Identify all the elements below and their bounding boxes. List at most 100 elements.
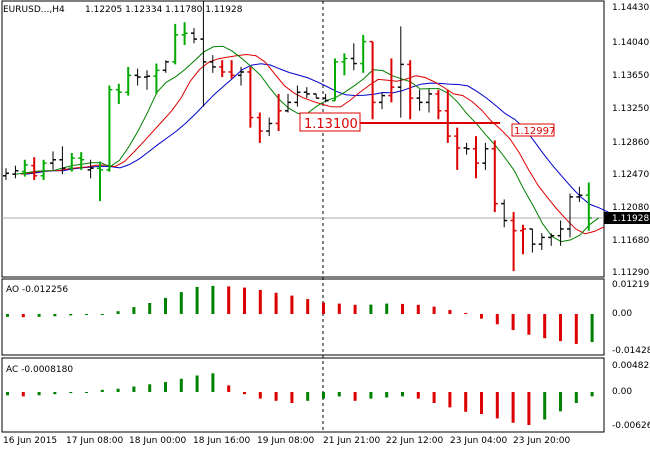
- ac-histogram: [6, 373, 594, 425]
- ac-bar: [132, 386, 136, 392]
- ac-min: -0.006267: [612, 421, 650, 431]
- level-label-box: [299, 112, 361, 132]
- ac-bar: [148, 384, 152, 392]
- chart-frame: [1, 0, 605, 433]
- ao-bar: [6, 314, 9, 317]
- time-tick: 23 Jun 20:00: [513, 436, 570, 446]
- ao-bar: [322, 302, 325, 314]
- ao-histogram: [6, 285, 594, 344]
- ac-bar: [274, 392, 278, 401]
- time-tick: 21 Jun 21:00: [323, 436, 380, 446]
- ao-bar: [480, 314, 483, 319]
- ac-label: AC -0.0008180: [6, 365, 73, 375]
- ac-bar: [416, 392, 420, 399]
- ac-bar: [385, 392, 389, 398]
- ac-bar: [100, 389, 104, 392]
- ao-bar: [527, 314, 531, 335]
- ao-bar: [511, 314, 515, 331]
- ao-zero: 0.00: [612, 309, 632, 319]
- ao-pane-border: [1, 278, 605, 356]
- ao-bar: [290, 295, 294, 314]
- ac-bar: [243, 392, 246, 395]
- ac-bar: [495, 392, 499, 419]
- ac-bar: [543, 392, 547, 420]
- time-tick: 22 Jun 12:00: [386, 436, 443, 446]
- ac-max: 0.004828: [612, 361, 650, 371]
- ac-bar: [116, 388, 120, 392]
- ao-bar: [416, 304, 420, 314]
- price-tick: 1.12470: [612, 170, 649, 180]
- ao-max: 0.012197: [612, 280, 650, 290]
- ao-bar: [227, 286, 231, 314]
- symbol-label: EURUSD...,H4: [3, 5, 65, 15]
- ac-bar: [527, 392, 531, 425]
- ac-bar: [337, 392, 341, 397]
- ao-bar: [369, 304, 373, 314]
- ac-bar: [6, 392, 9, 396]
- ao-bar: [243, 287, 246, 314]
- ao-bar: [53, 314, 57, 317]
- time-tick: 19 Jun 08:00: [257, 436, 314, 446]
- ao-bar: [432, 306, 436, 314]
- ao-bar: [37, 314, 41, 317]
- price-tick: 1.14040: [612, 38, 649, 48]
- current-price-box: [604, 212, 650, 224]
- ohlc-readout: 1.12205 1.12334 1.11780 1.11928: [85, 5, 243, 15]
- ao-bar: [559, 314, 562, 342]
- price-bars: [3, 1, 592, 272]
- ao-bar: [337, 303, 341, 314]
- ac-bar: [195, 375, 199, 392]
- ao-bar: [448, 309, 452, 314]
- ac-bar: [432, 392, 436, 403]
- ac-bar: [353, 392, 357, 401]
- ac-bar: [85, 392, 88, 393]
- main-pane-border: [1, 0, 605, 278]
- ao-bar: [306, 299, 310, 314]
- ao-bar: [574, 314, 578, 344]
- time-tick: 16 Jun 2015: [3, 436, 57, 446]
- price-tick: 1.11680: [612, 236, 649, 246]
- time-tick: 18 Jun 00:00: [129, 436, 186, 446]
- price-tick: 1.12860: [612, 138, 649, 148]
- ao-bar: [85, 314, 88, 315]
- time-tick: 18 Jun 16:00: [193, 436, 250, 446]
- ao-bar: [116, 311, 120, 314]
- ao-min: -0.014289: [612, 346, 650, 356]
- ac-zero: 0.00: [612, 387, 632, 397]
- ac-bar: [322, 392, 325, 399]
- price-tick: 1.12080: [612, 203, 649, 213]
- ac-bar: [69, 392, 73, 394]
- ac-bar: [369, 392, 373, 399]
- ao-bar: [21, 314, 25, 318]
- ac-bar: [511, 392, 515, 423]
- ao-bar: [353, 304, 357, 314]
- ao-bar: [211, 285, 215, 314]
- ao-bar: [258, 289, 262, 315]
- time-axis: 16 Jun 2015 17 Jun 08:00 18 Jun 00:00 18…: [3, 436, 570, 446]
- ao-bar: [495, 314, 499, 325]
- ma-blue: [25, 63, 610, 213]
- level-label-left: 1.13100: [304, 117, 358, 132]
- ac-bar: [179, 378, 183, 392]
- price-tick: 1.13650: [612, 71, 649, 81]
- ao-bar: [590, 314, 594, 343]
- ac-bar: [290, 392, 294, 403]
- ac-bar: [401, 392, 404, 397]
- ao-bar: [148, 303, 152, 314]
- ac-bar: [37, 392, 41, 396]
- ao-bar: [195, 286, 199, 314]
- time-tick: 23 Jun 04:00: [450, 436, 507, 446]
- ac-bar: [258, 392, 262, 399]
- ao-bar: [69, 314, 73, 316]
- ac-bar: [53, 392, 57, 395]
- ao-bar: [100, 314, 104, 315]
- ao-label: AO -0.012256: [6, 285, 68, 295]
- level-label-right-box: [511, 123, 555, 137]
- ma-green: [15, 45, 600, 243]
- ao-bar: [401, 303, 404, 314]
- level-label-right: 1.12997: [514, 126, 555, 137]
- current-price: 1.11928: [612, 214, 649, 224]
- ac-bar: [448, 392, 452, 408]
- ac-bar: [164, 382, 167, 392]
